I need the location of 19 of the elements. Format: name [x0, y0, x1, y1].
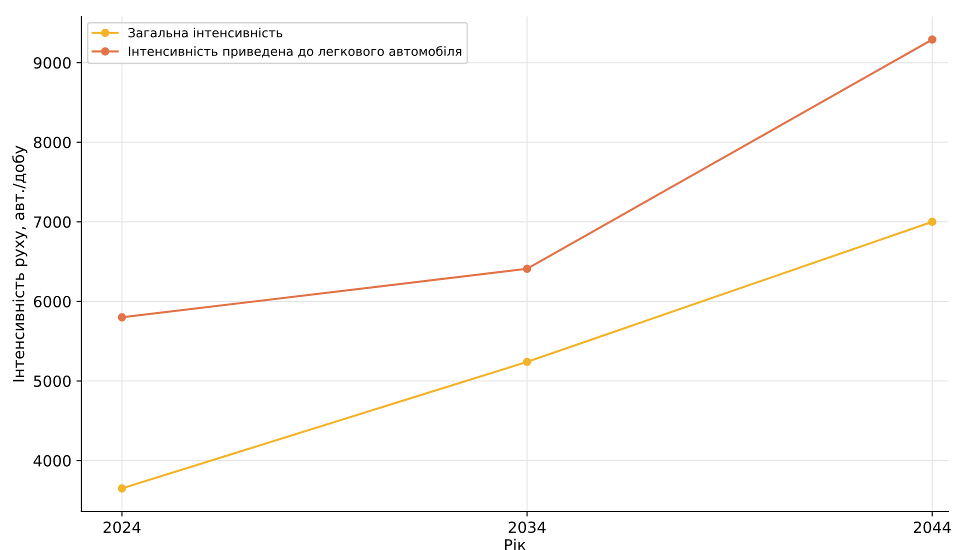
x-axis-title: Рік	[505, 538, 526, 550]
x-tick-label: 2044	[914, 521, 951, 534]
point	[928, 35, 936, 44]
y-tick-label: 9000	[34, 57, 71, 69]
point	[522, 264, 532, 273]
y-tick-label: 6000	[34, 296, 71, 308]
y-tick-label: 5000	[34, 375, 71, 388]
x-tick-label: 2024	[104, 521, 141, 534]
x-tick-label: 2034	[508, 521, 546, 534]
y-tick-label: 8000	[34, 136, 71, 148]
legend-label: Загальна інтенсивність	[128, 28, 282, 38]
point	[118, 313, 126, 322]
y-axis-title: Інтенсивність руху, авт./добу	[12, 146, 28, 382]
y-tick-label: 4000	[34, 455, 71, 467]
y-tick-label: 7000	[34, 216, 71, 228]
point	[522, 358, 532, 366]
legend-label: Інтенсивність приведена до легкового автомобіля	[128, 46, 462, 58]
point	[118, 484, 126, 493]
point	[928, 218, 936, 226]
